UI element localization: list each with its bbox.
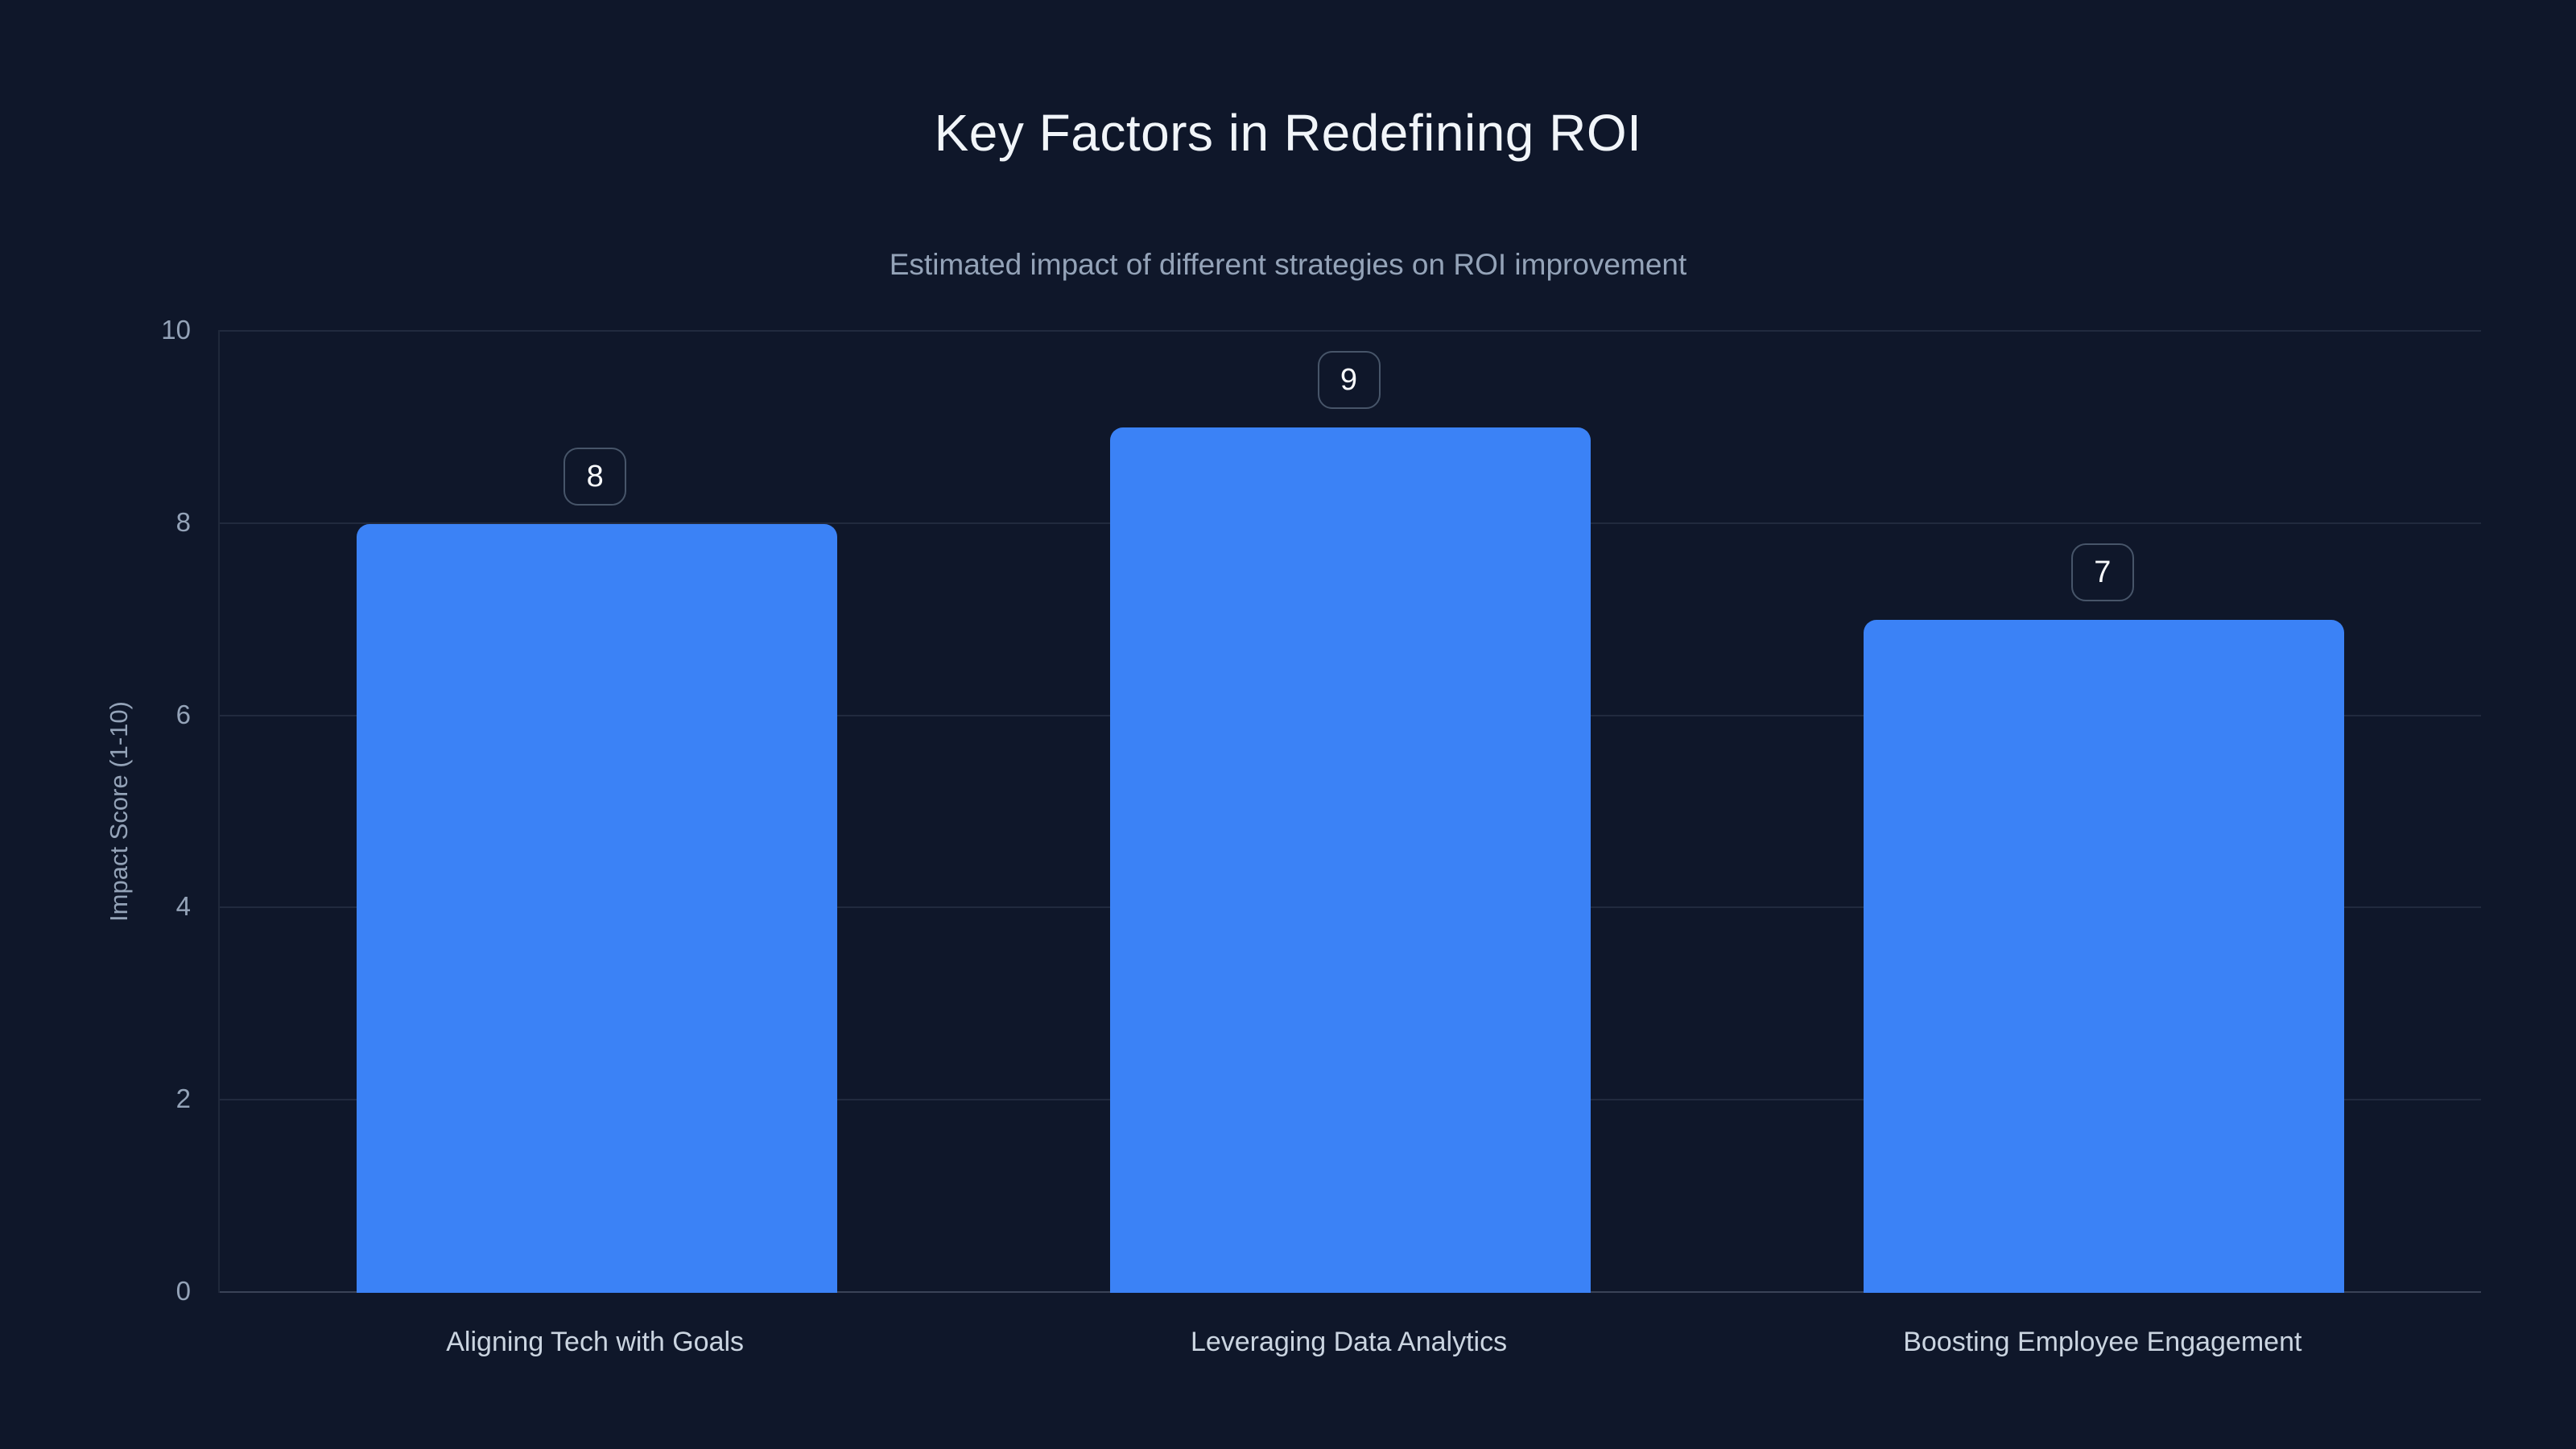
- chart-title: Key Factors in Redefining ROI: [934, 104, 1642, 162]
- y-tick-6: 6: [175, 699, 191, 729]
- plot-area: [218, 330, 2481, 1293]
- bar-3[interactable]: [1864, 620, 2344, 1293]
- value-badge-1: 8: [564, 448, 627, 506]
- x-category-label-2: Leveraging Data Analytics: [1190, 1327, 1508, 1357]
- x-category-label-3: Boosting Employee Engagement: [1903, 1327, 2302, 1357]
- y-tick-4: 4: [175, 891, 191, 922]
- y-tick-2: 2: [175, 1084, 191, 1114]
- x-category-label-1: Aligning Tech with Goals: [446, 1327, 745, 1357]
- value-badge-2: 9: [1317, 351, 1381, 409]
- chart-subtitle: Estimated impact of different strategies…: [889, 248, 1687, 281]
- y-tick-8: 8: [175, 506, 191, 537]
- bar-1[interactable]: [357, 524, 837, 1293]
- bar-2[interactable]: [1110, 427, 1591, 1293]
- gridline-y-10: [220, 330, 2481, 332]
- y-tick-0: 0: [175, 1276, 191, 1306]
- value-badge-3: 7: [2070, 543, 2134, 601]
- y-axis-title: Impact Score (1-10): [105, 701, 133, 922]
- y-tick-10: 10: [161, 315, 191, 345]
